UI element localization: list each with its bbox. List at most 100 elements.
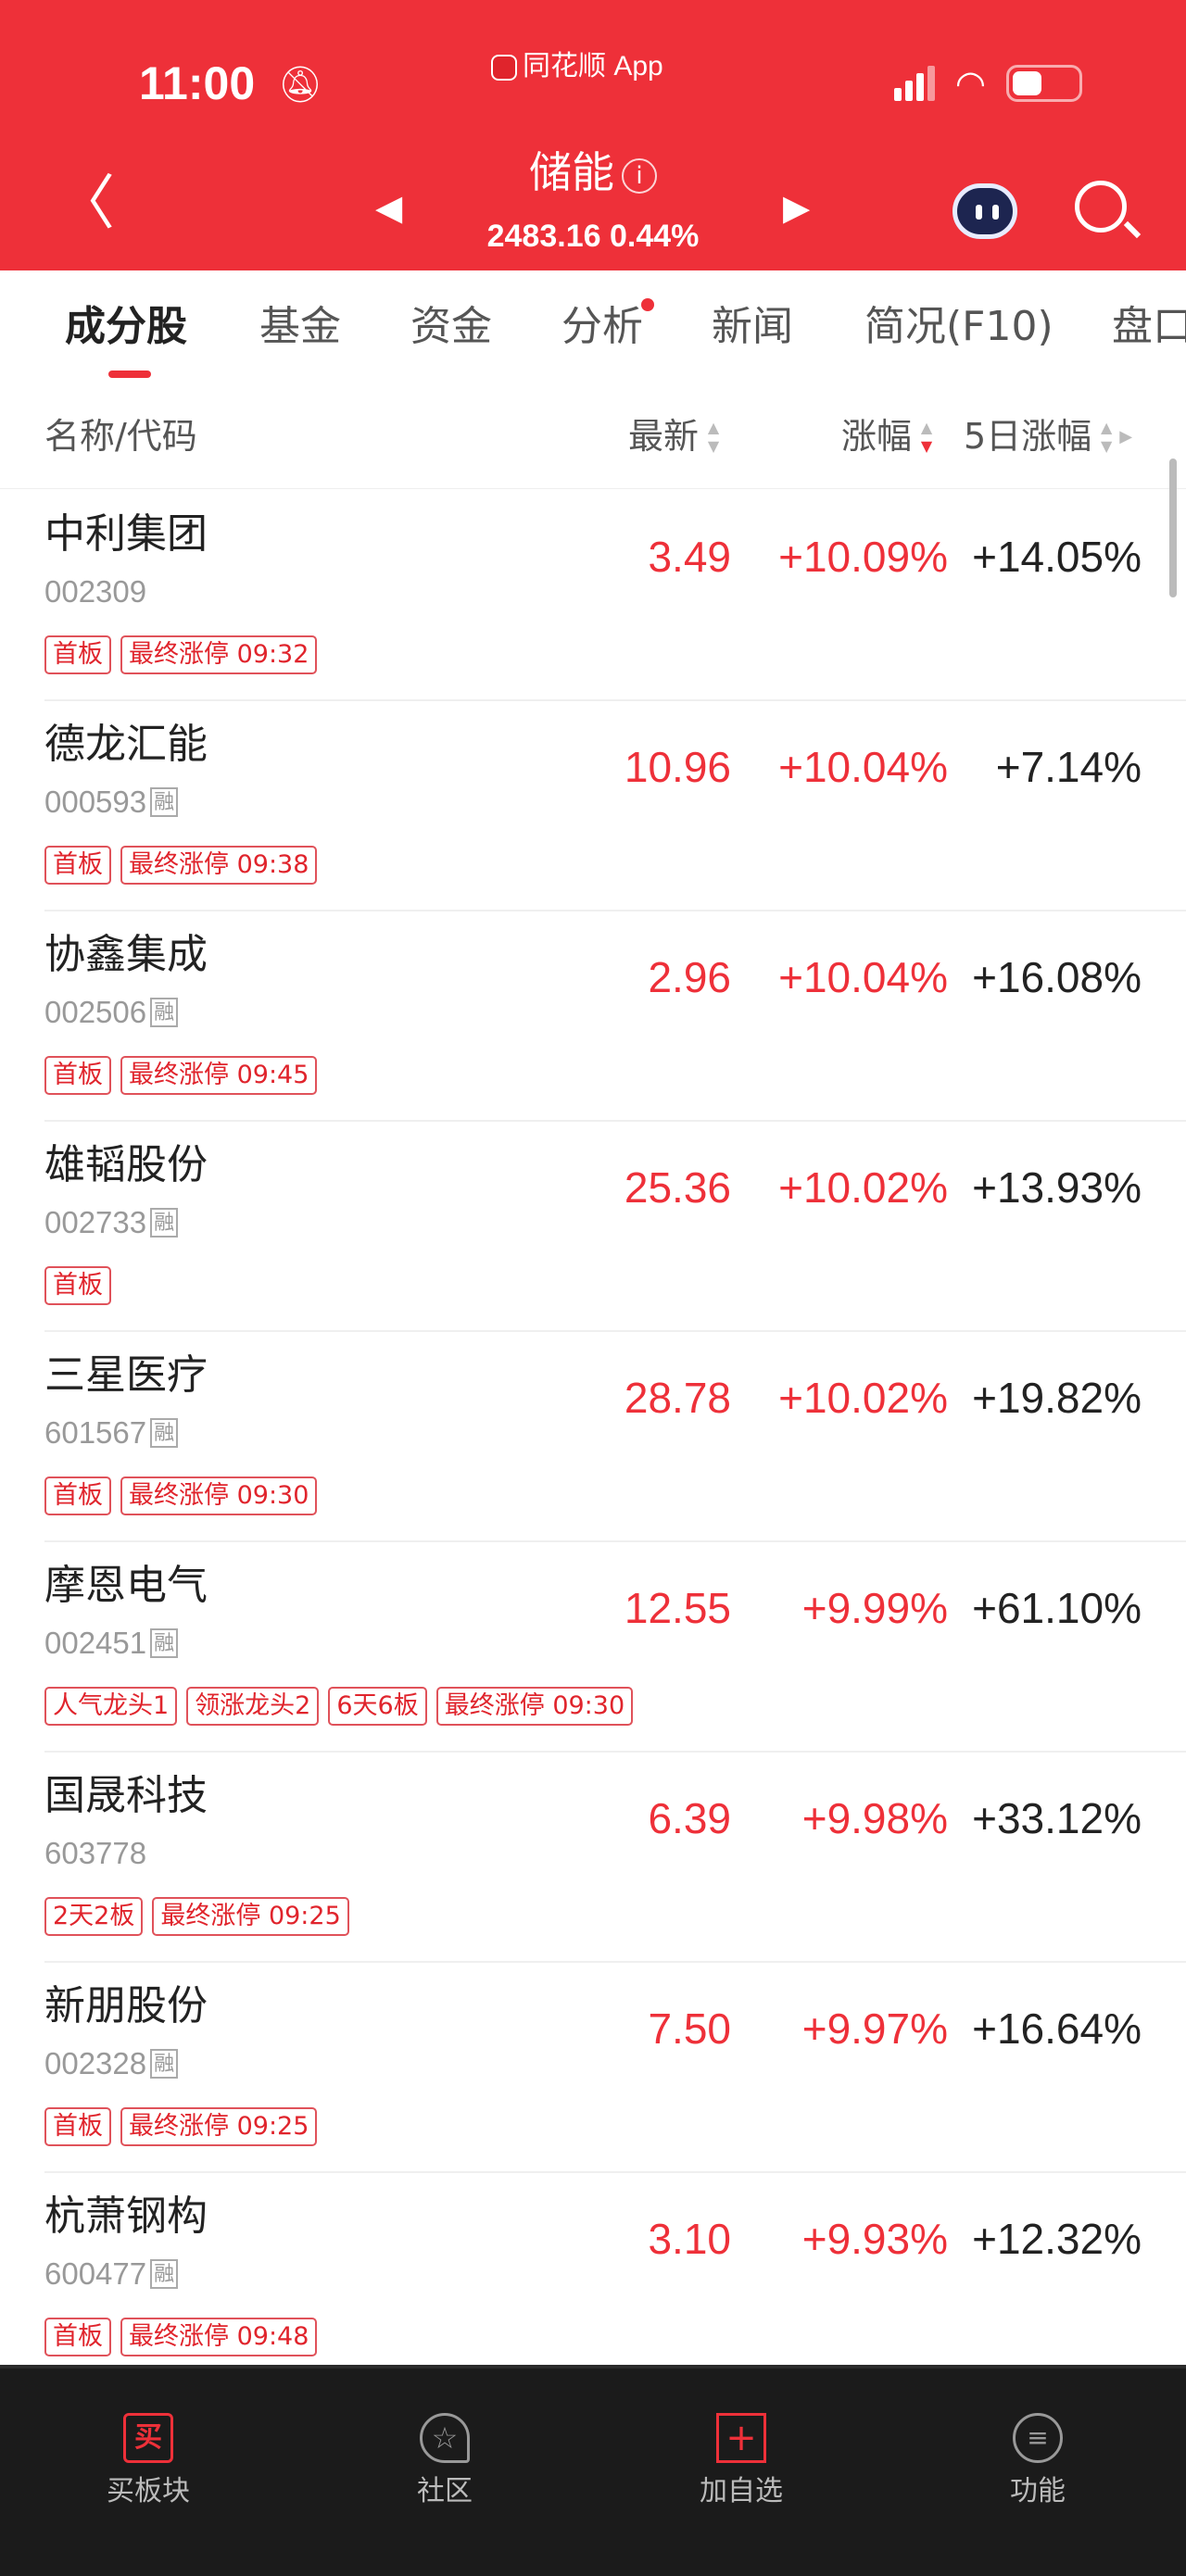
col-name: 名称/代码 <box>44 416 197 457</box>
stock-change-5d: +61.10% <box>972 1584 1142 1632</box>
status-icons: ◠ <box>893 65 1082 102</box>
margin-badge: 融 <box>150 1417 179 1448</box>
stock-tag: 首板 <box>44 2318 111 2356</box>
tab-bar: 成分股 基金 资金 分析 新闻 简况(F10) 盘口 <box>0 270 1186 389</box>
stock-price: 6.39 <box>648 1794 731 1842</box>
tab-constituents[interactable]: 成分股 <box>65 303 187 350</box>
app-indicator: 同花顺 App <box>491 51 663 83</box>
margin-badge: 融 <box>150 2258 179 2289</box>
nav-buy-sector[interactable]: 买 买板块 <box>0 2369 296 2508</box>
col-price-label: 最新 <box>628 416 700 458</box>
stock-row[interactable]: 摩恩电气 002451 融 12.55 +9.99% +61.10% 人气龙头1 领… <box>0 1542 1186 1753</box>
stock-name: 三星医疗 <box>44 1351 208 1399</box>
col-change-label: 涨幅 <box>841 416 913 458</box>
prev-sector-button[interactable]: ◀ <box>375 187 403 228</box>
stock-row[interactable]: 德龙汇能 000593 融 10.96 +10.04% +7.14% 首板 最终涨停… <box>0 701 1186 911</box>
stock-code-value: 002733 <box>44 1205 147 1239</box>
community-star-icon: ☆ <box>420 2413 470 2463</box>
stock-code-value: 601567 <box>44 1415 147 1450</box>
stock-code: 002309 <box>44 574 146 609</box>
tab-news[interactable]: 新闻 <box>712 303 793 350</box>
nav-label: 买板块 <box>107 2475 190 2507</box>
stock-change: +10.02% <box>778 1163 948 1212</box>
buy-icon: 买 <box>123 2413 173 2463</box>
margin-badge: 融 <box>150 1627 179 1658</box>
nav-label: 加自选 <box>700 2475 783 2507</box>
sort-icon: ▲ ▼ <box>1101 419 1113 455</box>
stock-change: +9.99% <box>801 1584 948 1632</box>
stock-price: 3.49 <box>648 533 731 581</box>
stock-name: 国晟科技 <box>44 1772 208 1819</box>
stock-tags: 首板 <box>44 1266 111 1305</box>
stock-change-5d: +19.82% <box>972 1374 1142 1422</box>
sort-desc-icon: ▲ ▼ <box>920 419 933 455</box>
scroll-right-icon[interactable]: ▶ <box>1119 427 1133 446</box>
col-price[interactable]: 最新 ▲ ▼ <box>628 416 723 458</box>
col-change5[interactable]: 5日涨幅 ▲ ▼ ▶ <box>964 416 1133 458</box>
stock-price: 7.50 <box>648 2004 731 2053</box>
stock-tag: 首板 <box>44 1056 111 1095</box>
tab-capital[interactable]: 资金 <box>410 303 492 350</box>
stock-row[interactable]: 中利集团 002309 3.49 +10.09% +14.05% 首板 最终涨停 … <box>0 491 1186 701</box>
nav-community[interactable]: ☆ 社区 <box>296 2369 593 2508</box>
stock-change-5d: +14.05% <box>972 533 1142 581</box>
tab-funds[interactable]: 基金 <box>259 303 341 350</box>
index-quote: 2483.16 0.44% <box>487 219 700 255</box>
index-change: 0.44% <box>609 219 700 254</box>
ai-robot-icon[interactable] <box>953 183 1017 239</box>
info-icon[interactable]: i <box>622 157 657 194</box>
stock-name: 雄韬股份 <box>44 1141 208 1188</box>
margin-badge: 融 <box>150 2048 179 2079</box>
stock-code-value: 600477 <box>44 2256 147 2291</box>
stock-change-5d: +33.12% <box>972 1794 1142 1842</box>
next-sector-button[interactable]: ▶ <box>783 187 811 228</box>
scrollbar[interactable] <box>1169 459 1177 597</box>
stock-name: 协鑫集成 <box>44 931 208 978</box>
app-logo-icon <box>491 55 517 82</box>
stock-row[interactable]: 新朋股份 002328 融 7.50 +9.97% +16.64% 首板 最终涨停 … <box>0 1963 1186 2173</box>
tab-analysis[interactable]: 分析 <box>561 298 654 351</box>
stock-tag: 最终涨停 09:25 <box>152 1897 349 1936</box>
stock-tag: 最终涨停 09:25 <box>120 2107 318 2146</box>
stock-tags: 首板 最终涨停 09:32 <box>44 635 318 674</box>
stock-tag: 最终涨停 09:30 <box>435 1687 634 1726</box>
column-header: 名称/代码 最新 ▲ ▼ 涨幅 ▲ ▼ 5日涨幅 ▲ ▼ ▶ <box>0 389 1186 489</box>
stock-name: 中利集团 <box>44 510 208 558</box>
app-name: 同花顺 App <box>523 51 663 82</box>
col-change5-label: 5日涨幅 <box>964 416 1092 458</box>
nav-functions[interactable]: ≡ 功能 <box>890 2369 1186 2508</box>
tab-orderbook[interactable]: 盘口 <box>1112 303 1186 350</box>
nav-label: 社区 <box>417 2475 473 2507</box>
stock-change: +9.97% <box>801 2004 948 2053</box>
stock-tag: 首板 <box>44 2107 111 2146</box>
stock-tag: 最终涨停 09:38 <box>120 846 318 885</box>
tab-profile-f10[interactable]: 简况(F10) <box>864 303 1054 350</box>
nav-add-watchlist[interactable]: + 加自选 <box>593 2369 890 2508</box>
page-title: 储能 i <box>529 148 657 197</box>
search-icon[interactable] <box>1075 181 1127 232</box>
sort-icon: ▲ ▼ <box>707 419 720 455</box>
stock-code: 002733 融 <box>44 1205 179 1240</box>
stock-price: 25.36 <box>624 1163 731 1212</box>
back-button[interactable]: 〈 <box>56 170 115 238</box>
stock-row[interactable]: 国晟科技 603778 6.39 +9.98% +33.12% 2天2板 最终涨停… <box>0 1753 1186 1963</box>
stock-change-5d: +12.32% <box>972 2215 1142 2263</box>
status-time: 11:00 <box>139 57 256 109</box>
stock-code-value: 002506 <box>44 995 147 1029</box>
buy-glyph: 买 <box>134 2421 162 2454</box>
stock-row[interactable]: 协鑫集成 002506 融 2.96 +10.04% +16.08% 首板 最终涨停… <box>0 911 1186 1122</box>
margin-badge: 融 <box>150 786 179 817</box>
stock-row[interactable]: 杭萧钢构 600477 融 3.10 +9.93% +12.32% 首板 最终涨停 … <box>0 2173 1186 2383</box>
stock-row[interactable]: 三星医疗 601567 融 28.78 +10.02% +19.82% 首板 最终涨… <box>0 1332 1186 1542</box>
stock-tag: 首板 <box>44 1266 111 1305</box>
add-watchlist-icon: + <box>716 2413 766 2463</box>
stock-change: +10.04% <box>778 953 948 1001</box>
stock-code: 002451 融 <box>44 1626 179 1661</box>
stock-code-value: 000593 <box>44 785 147 819</box>
stock-row[interactable]: 雄韬股份 002733 融 25.36 +10.02% +13.93% 首板 <box>0 1122 1186 1332</box>
stock-tag: 首板 <box>44 635 111 674</box>
col-change[interactable]: 涨幅 ▲ ▼ <box>841 416 936 458</box>
nav-label: 功能 <box>1010 2475 1066 2507</box>
stock-tags: 首板 最终涨停 09:48 <box>44 2318 318 2356</box>
stock-tag: 最终涨停 09:30 <box>120 1476 318 1515</box>
